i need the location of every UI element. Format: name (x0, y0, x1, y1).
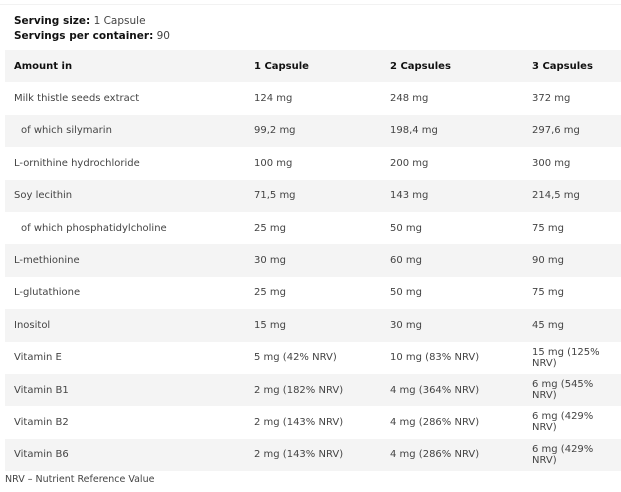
amount-cell: 100 mg (254, 157, 293, 169)
amount-cell: 6 mg (545% NRV) (532, 379, 594, 402)
table-row: of which phosphatidylcholine 25 mg 50 mg 75… (5, 212, 621, 244)
table-row: Vitamin E 5 mg (42% NRV) 10 mg (83% NRV) 15… (5, 342, 621, 374)
table-row: Inositol 15 mg 30 mg 45 mg (5, 309, 621, 342)
amount-cell: 200 mg (390, 157, 429, 169)
serving-size-label: Serving size: (14, 15, 91, 27)
amount-cell: 198,4 mg (390, 125, 438, 137)
table-row: Vitamin B6 2 mg (143% NRV) 4 mg (286% NRV)… (5, 438, 621, 472)
table-row: Vitamin B1 2 mg (182% NRV) 4 mg (364% NRV)… (5, 373, 621, 407)
servings-per-container-label: Servings per container: (14, 30, 154, 42)
top-divider (0, 4, 621, 5)
column-header: 2 Capsules (390, 60, 451, 72)
amount-cell: 45 mg (532, 319, 564, 331)
column-header: Amount in (14, 60, 73, 72)
ingredient-name: Vitamin B1 (14, 384, 69, 396)
amount-cell: 2 mg (143% NRV) (254, 449, 344, 461)
amount-cell: 4 mg (364% NRV) (390, 384, 480, 396)
amount-cell: 90 mg (532, 255, 564, 267)
amount-cell: 2 mg (182% NRV) (254, 384, 344, 396)
column-header: 3 Capsules (532, 60, 593, 72)
amount-cell: 71,5 mg (254, 190, 296, 202)
ingredient-name: Vitamin B2 (14, 416, 69, 428)
amount-cell: 4 mg (286% NRV) (390, 416, 480, 428)
table-row: Soy lecithin 71,5 mg 143 mg 214,5 mg (5, 179, 621, 212)
ingredient-name: L-glutathione (14, 287, 81, 299)
amount-cell: 297,6 mg (532, 125, 580, 137)
ingredient-name: of which silymarin (21, 125, 112, 137)
ingredient-name: Milk thistle seeds extract (14, 93, 140, 105)
amount-cell: 15 mg (254, 319, 286, 331)
amount-cell: 6 mg (429% NRV) (532, 443, 594, 466)
ingredient-name: of which phosphatidylcholine (21, 222, 167, 234)
amount-cell: 75 mg (532, 222, 564, 234)
amount-cell: 25 mg (254, 222, 286, 234)
amount-cell: 99,2 mg (254, 125, 296, 137)
amount-cell: 124 mg (254, 93, 293, 105)
amount-cell: 75 mg (532, 287, 564, 299)
amount-cell: 372 mg (532, 93, 571, 105)
ingredient-name: Inositol (14, 319, 51, 331)
amount-cell: 25 mg (254, 287, 286, 299)
ingredient-name: L-ornithine hydrochloride (14, 157, 140, 169)
amount-cell: 248 mg (390, 93, 429, 105)
amount-cell: 2 mg (143% NRV) (254, 416, 344, 428)
ingredient-name: Soy lecithin (14, 190, 73, 202)
amount-cell: 300 mg (532, 157, 571, 169)
amount-cell: 214,5 mg (532, 190, 580, 202)
amount-cell: 30 mg (390, 319, 422, 331)
amount-cell: 4 mg (286% NRV) (390, 449, 480, 461)
amount-cell: 60 mg (390, 255, 422, 267)
amount-cell: 15 mg (125% NRV) (532, 346, 600, 369)
amount-cell: 50 mg (390, 287, 422, 299)
table-row: Vitamin B2 2 mg (143% NRV) 4 mg (286% NRV)… (5, 406, 621, 438)
serving-size-value: 1 Capsule (93, 15, 146, 27)
footnote: NRV – Nutrient Reference Value (5, 474, 155, 485)
amount-cell: 6 mg (429% NRV) (532, 411, 594, 434)
table-row: of which silymarin 99,2 mg 198,4 mg 297,6 m… (5, 114, 621, 148)
nutrition-table: Amount in 1 Capsule 2 Capsules 3 Capsule… (5, 50, 621, 472)
serving-info: Serving size: 1 Capsule Servings per con… (14, 14, 170, 44)
table-header-row: Amount in 1 Capsule 2 Capsules 3 Capsule… (5, 50, 621, 83)
amount-cell: 10 mg (83% NRV) (390, 352, 480, 364)
table-row: L-glutathione 25 mg 50 mg 75 mg (5, 277, 621, 309)
table-row: Milk thistle seeds extract 124 mg 248 mg 37… (5, 82, 621, 114)
column-header: 1 Capsule (254, 60, 309, 72)
ingredient-name: L-methionine (14, 255, 80, 267)
ingredient-name: Vitamin E (14, 352, 62, 364)
table-row: L-ornithine hydrochloride 100 mg 200 mg 300… (5, 147, 621, 179)
table-row: L-methionine 30 mg 60 mg 90 mg (5, 244, 621, 277)
amount-cell: 50 mg (390, 222, 422, 234)
amount-cell: 143 mg (390, 190, 429, 202)
amount-cell: 30 mg (254, 255, 286, 267)
ingredient-name: Vitamin B6 (14, 449, 69, 461)
amount-cell: 5 mg (42% NRV) (254, 352, 337, 364)
servings-per-container-value: 90 (156, 30, 170, 42)
